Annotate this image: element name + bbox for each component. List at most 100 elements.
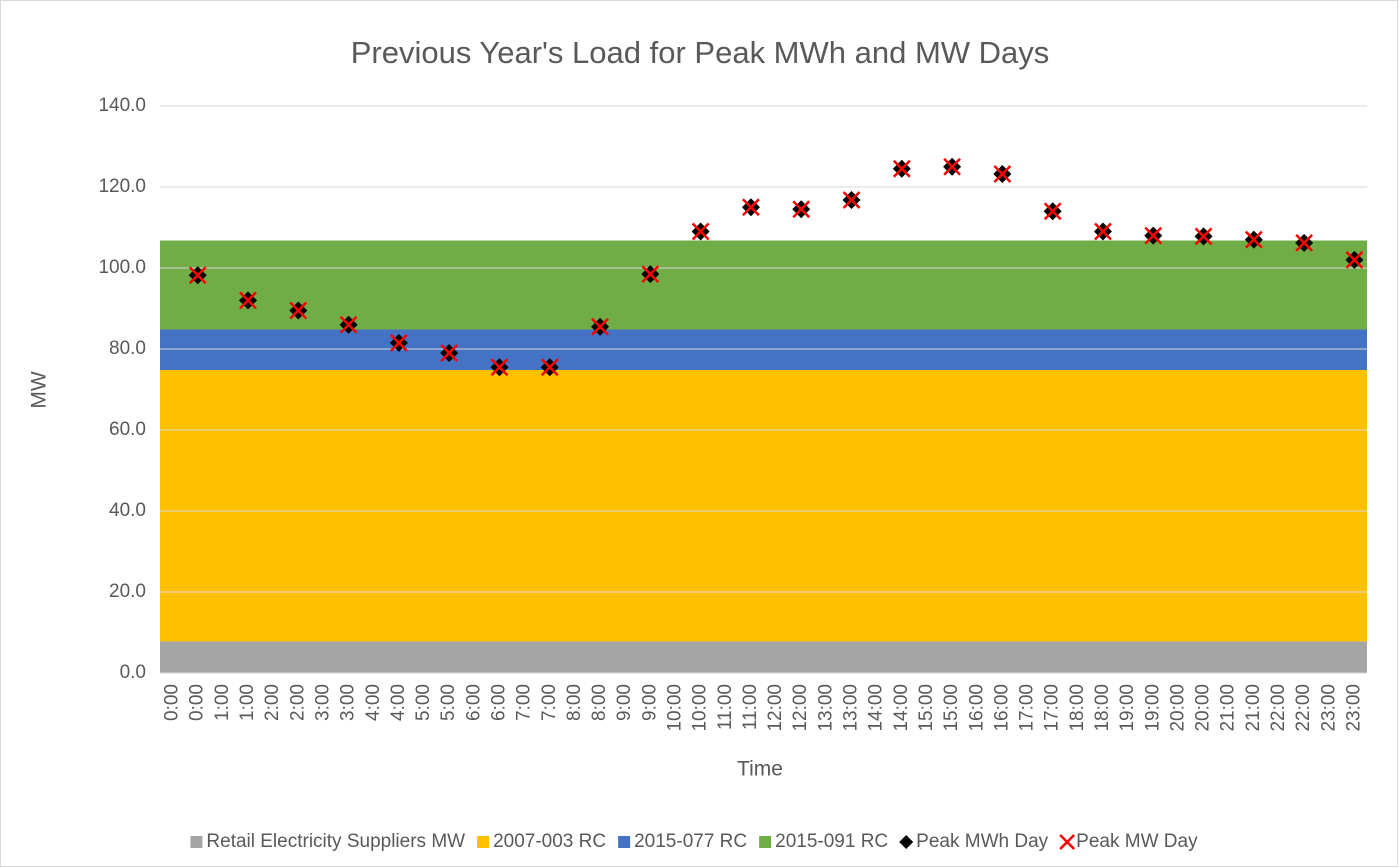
x-tick-label: 17:00 [1042,684,1063,732]
x-tick-label: 15:00 [916,684,937,732]
legend-label: 2015-091 RC [775,831,888,852]
legend-label: 2015-077 RC [634,831,747,852]
y-tick-label: 120.0 [98,176,146,197]
x-tick-label: 19:00 [1117,684,1138,732]
area [160,370,1367,642]
points [188,157,1364,377]
legend-swatch [190,836,203,848]
x-tick-label: 16:00 [991,684,1012,732]
legend-label: Retail Electricity Suppliers MW [206,831,465,852]
area [160,240,1367,330]
x-tick-label: 0:00 [187,684,208,721]
x-tick-label: 6:00 [488,684,509,721]
y-tick-label: 0.0 [120,662,146,683]
x-tick-label: 7:00 [539,684,560,721]
x-tick-label: 10:00 [665,684,686,732]
x-tick-label: 16:00 [966,684,987,732]
x-tick-label: 20:00 [1193,684,1214,732]
cross-marker [792,200,811,219]
x-tick-label: 14:00 [891,684,912,732]
legend-swatch [759,836,772,848]
grid [160,105,1367,674]
cross-marker [641,265,660,283]
cross-marker [239,291,257,310]
x-tick-label: 5:00 [438,684,459,721]
area [160,329,1367,371]
x-tick-label: 4:00 [363,684,384,721]
cross-marker [591,317,609,336]
cross-marker [691,222,710,241]
cross-marker [1043,202,1062,221]
x-tick-label: 13:00 [815,684,836,732]
chart-title: Previous Year's Load for Peak MWh and MW… [351,35,1050,70]
y-axis-label: MW [28,371,51,408]
legend-swatch [477,836,490,848]
x-tick-label: 2:00 [262,684,283,721]
x-tick-label: 10:00 [690,684,711,732]
cross-marker [1094,222,1112,241]
cross-marker [289,301,308,320]
x-tick-label: 3:00 [312,684,333,721]
legend-label: Peak MW Day [1076,831,1198,852]
x-tick-label: 11:00 [740,684,761,730]
x-tick-label: 8:00 [589,684,610,721]
x-tick-label: 18:00 [1092,684,1113,732]
cross-marker [339,315,358,334]
legend-label: 2007-003 RC [493,831,606,852]
x-tick-label: 9:00 [614,684,635,721]
x-tick-label: 12:00 [765,684,786,732]
x-tick-label: 4:00 [388,684,409,721]
cross-marker [842,191,861,209]
y-tick-label: 100.0 [98,257,146,278]
cross-marker [1194,227,1213,246]
x-tick-label: 7:00 [514,684,535,721]
cross-marker [1144,226,1163,245]
x-tick-label: 8:00 [564,684,585,721]
areas [160,240,1367,673]
y-tick-label: 40.0 [109,500,146,521]
legend-swatch [618,836,631,848]
x-tick-label: 21:00 [1218,684,1239,732]
x-tick-label: 0:00 [162,684,183,721]
y-tick-label: 20.0 [109,581,146,602]
x-axis-label: Time [737,758,783,781]
y-tick-label: 140.0 [98,95,146,116]
x-tick-label: 22:00 [1293,684,1314,732]
x-tick-label: 15:00 [941,684,962,732]
x-tick-label: 6:00 [463,684,484,721]
x-tick-label: 23:00 [1343,684,1364,732]
legend-swatch [1059,834,1076,850]
cross-marker [943,157,961,176]
x-tick-label: 14:00 [866,684,887,732]
legend-label: Peak MWh Day [916,831,1048,852]
x-tick-label: 1:00 [237,684,258,721]
cross-marker [1345,251,1364,269]
x-tick-label: 17:00 [1017,684,1038,732]
x-tick-label: 11:00 [715,684,736,730]
cross-marker [1244,230,1263,249]
x-tick-label: 3:00 [338,684,359,721]
x-tick-label: 22:00 [1268,684,1289,732]
y-tick-label: 80.0 [109,338,146,359]
cross-marker [540,358,559,377]
x-tick-label: 9:00 [639,684,660,721]
x-tick-label: 2:00 [287,684,308,721]
x-tick-label: 20:00 [1167,684,1188,732]
x-tick-label: 5:00 [413,684,434,721]
x-tick-label: 23:00 [1318,684,1339,732]
cross-marker [440,344,459,362]
cross-marker [188,266,207,285]
x-tick-label: 21:00 [1243,684,1264,732]
x-tick-label: 1:00 [212,684,233,721]
cross-marker [742,198,760,217]
y-tick-label: 60.0 [109,419,146,440]
cross-marker [1295,234,1314,252]
area [160,641,1367,673]
x-tick-label: 18:00 [1067,684,1088,732]
cross-marker [390,334,408,352]
cross-marker [490,358,509,377]
legend-swatch [899,835,914,849]
x-tick-label: 13:00 [841,684,862,732]
x-tick-label: 19:00 [1142,684,1163,732]
